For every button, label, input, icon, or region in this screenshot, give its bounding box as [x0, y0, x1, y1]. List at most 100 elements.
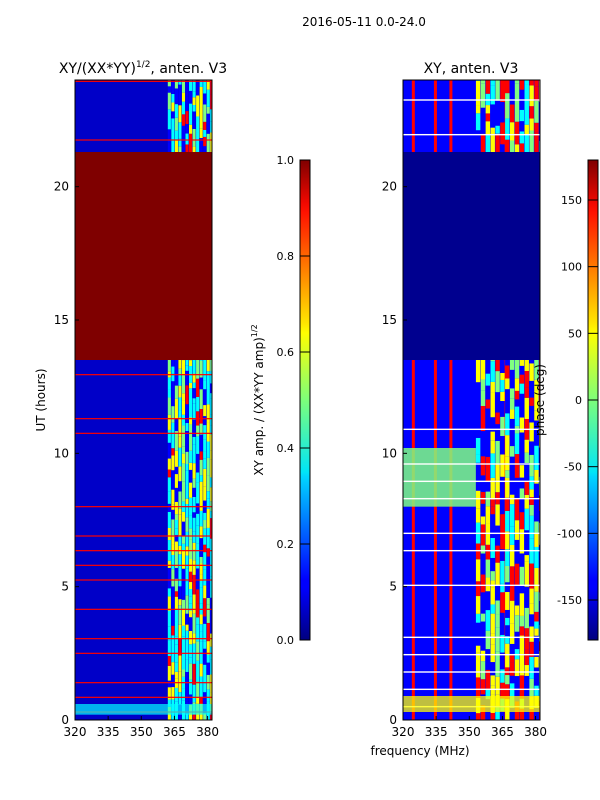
- heatmap-cell: [500, 634, 505, 653]
- heatmap-cell: [171, 390, 175, 407]
- heatmap-cell: [500, 612, 505, 635]
- heatmap-cell: [210, 620, 212, 634]
- right-colorbar-ticks: -150 -100 -50 0 50 100 150: [557, 194, 598, 607]
- heatmap-cell: [203, 451, 207, 459]
- heatmap-cell: [178, 599, 182, 606]
- heatmap-cell: [171, 535, 175, 545]
- heatmap-cell: [206, 508, 210, 528]
- heatmap-cell: [495, 371, 500, 393]
- heatmap-cell: [192, 478, 196, 488]
- colorbar-tick-label: 50: [568, 327, 582, 340]
- flagged-row: [75, 432, 212, 434]
- heatmap-cell: [529, 626, 534, 642]
- heatmap-cell: [480, 679, 486, 695]
- heatmap-cell: [171, 373, 175, 382]
- heatmap-cell: [514, 659, 520, 677]
- heatmap-cell: [203, 380, 207, 390]
- heatmap-cell: [509, 526, 515, 545]
- heatmap-cell: [500, 583, 505, 593]
- heatmap-cell: [167, 560, 171, 568]
- heatmap-cell: [181, 511, 186, 522]
- heatmap-cell: [524, 397, 529, 419]
- heatmap-cell: [171, 80, 175, 95]
- heatmap-cell: [485, 544, 491, 560]
- flagged-row: [75, 550, 212, 552]
- heatmap-cell: [178, 397, 182, 411]
- heatmap-cell: [178, 436, 182, 448]
- heatmap-cell: [178, 554, 182, 571]
- heatmap-cell: [185, 517, 189, 532]
- heatmap-cell: [174, 534, 178, 542]
- heatmap-cell: [210, 692, 212, 714]
- heatmap-cell: [189, 399, 193, 418]
- heatmap-cell: [500, 144, 505, 152]
- y-tick-label: 20: [54, 180, 69, 194]
- heatmap-cell: [174, 551, 178, 568]
- heatmap-cell: [206, 89, 210, 107]
- colorbar-tick-label: -50: [564, 461, 582, 474]
- heatmap-cell: [490, 662, 495, 676]
- heatmap-cell: [505, 582, 510, 592]
- heatmap-cell: [199, 434, 203, 452]
- heatmap-cell: [174, 117, 178, 131]
- heatmap-cell: [192, 594, 196, 614]
- heatmap-cell: [500, 401, 505, 417]
- heatmap-cell: [514, 99, 520, 122]
- heatmap-cell: [519, 566, 525, 586]
- heatmap-cell: [485, 481, 491, 492]
- heatmap-cell: [480, 705, 486, 720]
- heatmap-cell: [524, 370, 529, 388]
- heatmap-cell: [210, 414, 212, 426]
- heatmap-cell: [178, 466, 182, 482]
- heatmap-cell: [167, 699, 171, 707]
- heatmap-cell: [206, 389, 210, 405]
- heatmap-cell: [178, 105, 182, 123]
- heatmap-cell: [509, 140, 515, 152]
- heatmap-cell: [490, 127, 495, 152]
- heatmap-cell: [178, 360, 182, 369]
- heatmap-cell: [199, 459, 203, 476]
- heatmap-cell: [206, 588, 210, 598]
- heatmap-cell: [185, 503, 189, 518]
- heatmap-cell: [529, 563, 534, 589]
- heatmap-cell: [480, 613, 486, 622]
- x-tick-label: 365: [491, 725, 514, 739]
- heatmap-cell: [181, 360, 186, 375]
- heatmap-cell: [174, 636, 178, 645]
- heatmap-cell: [210, 477, 212, 488]
- figure-suptitle: 2016-05-11 0.0-24.0: [302, 15, 426, 29]
- heatmap-cell: [509, 566, 515, 588]
- heatmap-cell: [524, 530, 529, 556]
- flagged-row: [75, 608, 212, 610]
- heatmap-cell: [196, 660, 200, 682]
- heatmap-cell: [210, 398, 212, 415]
- heatmap-cell: [490, 453, 495, 478]
- heatmap-cell: [178, 80, 182, 85]
- heatmap-cell: [490, 477, 495, 500]
- heatmap-cell: [185, 80, 189, 97]
- heatmap-cell: [189, 571, 193, 583]
- heatmap-cell: [500, 454, 505, 477]
- heatmap-cell: [534, 546, 539, 568]
- heatmap-cell: [534, 532, 539, 547]
- heatmap-cell: [475, 80, 481, 106]
- heatmap-cell: [171, 102, 175, 112]
- heatmap-cell: [203, 552, 207, 570]
- heatmap-cell: [185, 531, 189, 547]
- heatmap-cell: [189, 432, 193, 451]
- flagged-row: [75, 652, 212, 654]
- heatmap-cell: [203, 528, 207, 545]
- heatmap-cell: [185, 713, 189, 720]
- heatmap-cell: [529, 405, 534, 423]
- heatmap-cell: [196, 436, 200, 454]
- heatmap-cell: [210, 132, 212, 152]
- heatmap-cell: [505, 118, 510, 140]
- heatmap-cell: [196, 710, 200, 720]
- heatmap-cell: [534, 707, 539, 720]
- heatmap-cell: [181, 463, 186, 482]
- right-axis-ticks: 320 335 350 365 380 0 5 10 15 20: [382, 180, 547, 739]
- heatmap-cell: [192, 549, 196, 561]
- heatmap-cell: [519, 708, 525, 720]
- heatmap-cell: [529, 397, 534, 406]
- flagged-row: [75, 682, 212, 684]
